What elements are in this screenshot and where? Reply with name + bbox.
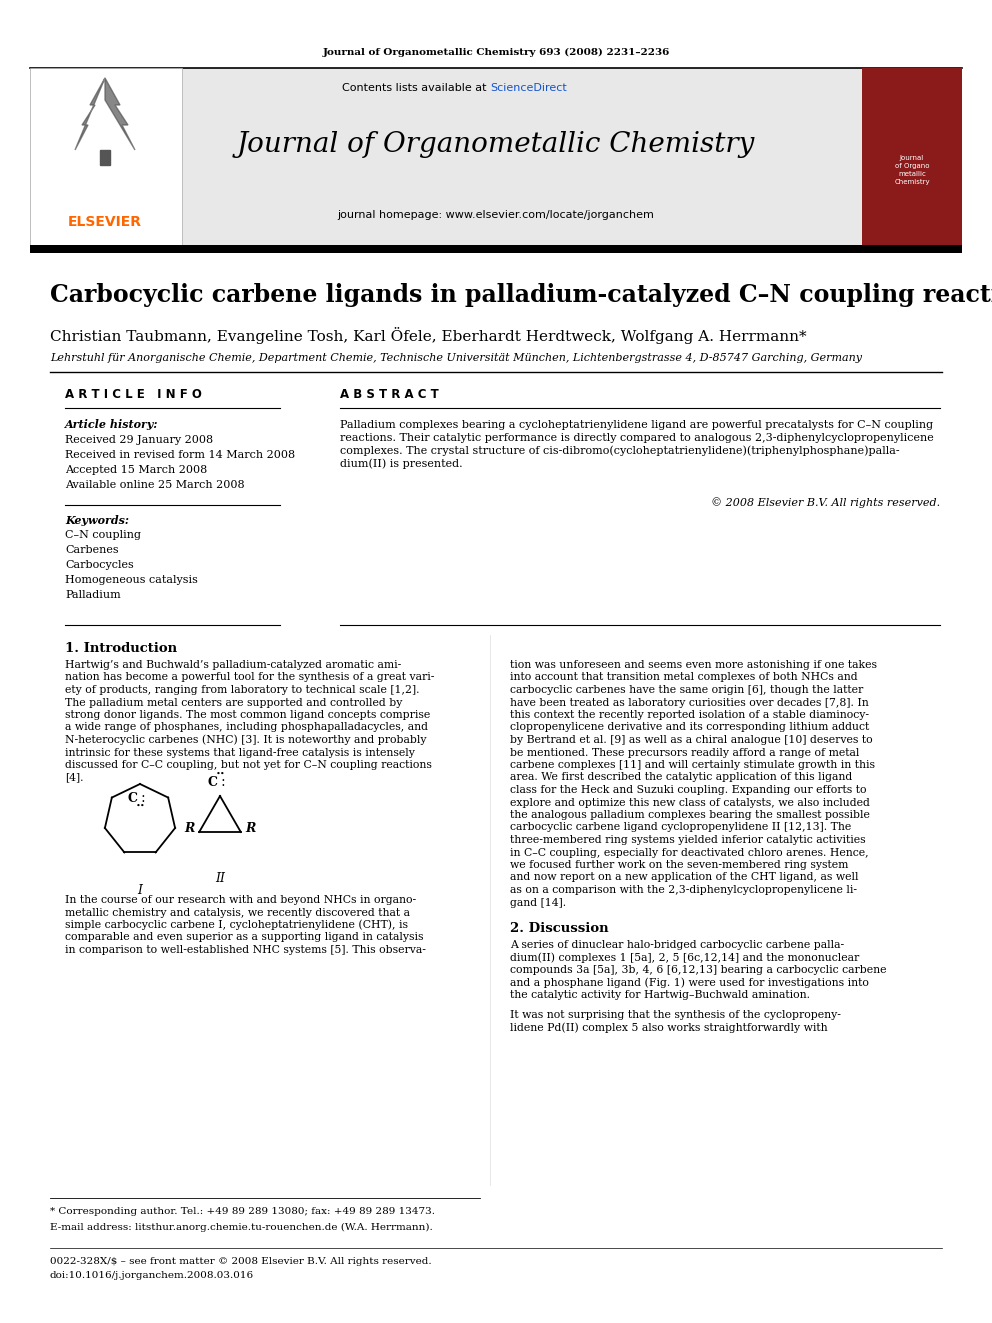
Text: lidene Pd(II) complex 5 also works straightforwardly with: lidene Pd(II) complex 5 also works strai…	[510, 1023, 827, 1033]
Text: E-mail address: litsthur.anorg.chemie.tu-rouenchen.de (W.A. Herrmann).: E-mail address: litsthur.anorg.chemie.tu…	[50, 1222, 433, 1232]
Text: carbocyclic carbene ligand cyclopropenylidene II [12,13]. The: carbocyclic carbene ligand cyclopropenyl…	[510, 823, 851, 832]
Text: we focused further work on the seven-membered ring system: we focused further work on the seven-mem…	[510, 860, 848, 871]
Text: and now report on a new application of the CHT ligand, as well: and now report on a new application of t…	[510, 872, 858, 882]
Text: have been treated as laboratory curiosities over decades [7,8]. In: have been treated as laboratory curiosit…	[510, 697, 869, 708]
Text: 0022-328X/$ – see front matter © 2008 Elsevier B.V. All rights reserved.: 0022-328X/$ – see front matter © 2008 El…	[50, 1257, 432, 1266]
Text: It was not surprising that the synthesis of the cyclopropeny-: It was not surprising that the synthesis…	[510, 1009, 841, 1020]
Bar	[30, 67, 182, 245]
Text: C–N coupling: C–N coupling	[65, 531, 141, 540]
Text: Journal of Organometallic Chemistry: Journal of Organometallic Chemistry	[237, 131, 755, 159]
Text: by Bertrand et al. [9] as well as a chiral analogue [10] deserves to: by Bertrand et al. [9] as well as a chir…	[510, 736, 873, 745]
Text: Hartwig’s and Buchwald’s palladium-catalyzed aromatic ami-: Hartwig’s and Buchwald’s palladium-catal…	[65, 660, 401, 669]
Text: A series of dinuclear halo-bridged carbocyclic carbene palla-: A series of dinuclear halo-bridged carbo…	[510, 941, 844, 950]
Text: A B S T R A C T: A B S T R A C T	[340, 389, 438, 401]
Text: © 2008 Elsevier B.V. All rights reserved.: © 2008 Elsevier B.V. All rights reserved…	[711, 497, 940, 508]
Text: doi:10.1016/j.jorganchem.2008.03.016: doi:10.1016/j.jorganchem.2008.03.016	[50, 1271, 254, 1281]
Text: Journal
of Organo
metallic
Chemistry: Journal of Organo metallic Chemistry	[894, 155, 930, 185]
Text: Homogeneous catalysis: Homogeneous catalysis	[65, 576, 197, 585]
Text: tion was unforeseen and seems even more astonishing if one takes: tion was unforeseen and seems even more …	[510, 660, 877, 669]
Text: dium(II) complexes 1 [5a], 2, 5 [6c,12,14] and the mononuclear: dium(II) complexes 1 [5a], 2, 5 [6c,12,1…	[510, 953, 859, 963]
Bar	[30, 67, 962, 245]
Text: [4].: [4].	[65, 773, 83, 782]
Text: ••: ••	[136, 802, 146, 810]
Text: compounds 3a [5a], 3b, 4, 6 [6,12,13] bearing a carbocyclic carbene: compounds 3a [5a], 3b, 4, 6 [6,12,13] be…	[510, 964, 887, 975]
Text: ety of products, ranging from laboratory to technical scale [1,2].: ety of products, ranging from laboratory…	[65, 685, 420, 695]
Text: R: R	[246, 822, 256, 835]
Text: Accepted 15 March 2008: Accepted 15 March 2008	[65, 464, 207, 475]
Text: simple carbocyclic carbene I, cycloheptatrienylidene (CHT), is: simple carbocyclic carbene I, cyclohepta…	[65, 919, 408, 930]
Text: Carbocycles: Carbocycles	[65, 560, 134, 570]
Text: R: R	[185, 822, 194, 835]
Text: Palladium: Palladium	[65, 590, 121, 601]
Text: :: :	[140, 791, 145, 804]
Text: in C–C coupling, especially for deactivated chloro arenes. Hence,: in C–C coupling, especially for deactiva…	[510, 848, 869, 857]
Text: into account that transition metal complexes of both NHCs and: into account that transition metal compl…	[510, 672, 858, 683]
Text: Received 29 January 2008: Received 29 January 2008	[65, 435, 213, 445]
Text: Received in revised form 14 March 2008: Received in revised form 14 March 2008	[65, 450, 296, 460]
Text: discussed for C–C coupling, but not yet for C–N coupling reactions: discussed for C–C coupling, but not yet …	[65, 759, 432, 770]
Text: Carbocyclic carbene ligands in palladium-catalyzed C–N coupling reactions: Carbocyclic carbene ligands in palladium…	[50, 283, 992, 307]
Text: metallic chemistry and catalysis, we recently discovered that a: metallic chemistry and catalysis, we rec…	[65, 908, 410, 917]
Text: Carbenes: Carbenes	[65, 545, 119, 556]
Text: class for the Heck and Suzuki coupling. Expanding our efforts to: class for the Heck and Suzuki coupling. …	[510, 785, 866, 795]
Text: I: I	[138, 885, 143, 897]
Text: Palladium complexes bearing a cycloheptatrienylidene ligand are powerful precata: Palladium complexes bearing a cyclohepta…	[340, 419, 933, 430]
Bar	[862, 67, 962, 245]
Text: comparable and even superior as a supporting ligand in catalysis: comparable and even superior as a suppor…	[65, 933, 424, 942]
Text: a wide range of phosphanes, including phosphapalladacycles, and: a wide range of phosphanes, including ph…	[65, 722, 428, 733]
Text: nation has become a powerful tool for the synthesis of a great vari-: nation has become a powerful tool for th…	[65, 672, 434, 683]
Text: 1. Introduction: 1. Introduction	[65, 642, 178, 655]
Text: Keywords:: Keywords:	[65, 515, 129, 525]
Text: Contents lists available at: Contents lists available at	[342, 83, 490, 93]
Text: complexes. The crystal structure of cis-dibromo(cycloheptatrienylidene)(tripheny: complexes. The crystal structure of cis-…	[340, 446, 900, 456]
Text: Available online 25 March 2008: Available online 25 March 2008	[65, 480, 245, 490]
Text: as on a comparison with the 2,3-diphenylcyclopropenylicene li-: as on a comparison with the 2,3-diphenyl…	[510, 885, 857, 894]
Text: this context the recently reported isolation of a stable diaminocy-: this context the recently reported isola…	[510, 710, 869, 720]
Text: three-membered ring systems yielded inferior catalytic activities: three-membered ring systems yielded infe…	[510, 835, 866, 845]
Text: be mentioned. These precursors readily afford a range of metal: be mentioned. These precursors readily a…	[510, 747, 859, 758]
Text: N-heterocyclic carbenes (NHC) [3]. It is noteworthy and probably: N-heterocyclic carbenes (NHC) [3]. It is…	[65, 734, 427, 745]
Text: A R T I C L E   I N F O: A R T I C L E I N F O	[65, 389, 202, 401]
Text: Article history:: Article history:	[65, 419, 159, 430]
Text: Lehrstuhl für Anorganische Chemie, Department Chemie, Technische Universität Mün: Lehrstuhl für Anorganische Chemie, Depar…	[50, 353, 862, 363]
Text: intrinsic for these systems that ligand-free catalysis is intensely: intrinsic for these systems that ligand-…	[65, 747, 415, 758]
Polygon shape	[100, 149, 110, 165]
Text: C: C	[208, 775, 218, 789]
Text: and a phosphane ligand (Fig. 1) were used for investigations into: and a phosphane ligand (Fig. 1) were use…	[510, 978, 869, 988]
Text: clopropenylicene derivative and its corresponding lithium adduct: clopropenylicene derivative and its corr…	[510, 722, 869, 733]
Text: :: :	[220, 775, 224, 789]
Text: the catalytic activity for Hartwig–Buchwald amination.: the catalytic activity for Hartwig–Buchw…	[510, 990, 810, 1000]
Text: II: II	[215, 872, 225, 885]
Text: the analogous palladium complexes bearing the smallest possible: the analogous palladium complexes bearin…	[510, 810, 870, 820]
Text: C: C	[128, 791, 138, 804]
Text: dium(II) is presented.: dium(II) is presented.	[340, 459, 462, 470]
Text: ELSEVIER: ELSEVIER	[68, 216, 142, 229]
Text: Journal of Organometallic Chemistry 693 (2008) 2231–2236: Journal of Organometallic Chemistry 693 …	[322, 48, 670, 57]
Text: carbocyclic carbenes have the same origin [6], though the latter: carbocyclic carbenes have the same origi…	[510, 685, 863, 695]
Polygon shape	[75, 78, 135, 149]
Text: carbene complexes [11] and will certainly stimulate growth in this: carbene complexes [11] and will certainl…	[510, 759, 875, 770]
Text: Christian Taubmann, Evangeline Tosh, Karl Öfele, Eberhardt Herdtweck, Wolfgang A: Christian Taubmann, Evangeline Tosh, Kar…	[50, 327, 806, 344]
Text: 2. Discussion: 2. Discussion	[510, 922, 609, 934]
Text: explore and optimize this new class of catalysts, we also included: explore and optimize this new class of c…	[510, 798, 870, 807]
Text: in comparison to well-established NHC systems [5]. This observa-: in comparison to well-established NHC sy…	[65, 945, 426, 955]
Bar	[30, 245, 962, 253]
Text: area. We first described the catalytic application of this ligand: area. We first described the catalytic a…	[510, 773, 852, 782]
Text: In the course of our research with and beyond NHCs in organo-: In the course of our research with and b…	[65, 894, 416, 905]
Text: gand [14].: gand [14].	[510, 897, 566, 908]
Text: reactions. Their catalytic performance is directly compared to analogous 2,3-dip: reactions. Their catalytic performance i…	[340, 433, 933, 443]
Text: journal homepage: www.elsevier.com/locate/jorganchem: journal homepage: www.elsevier.com/locat…	[337, 210, 655, 220]
Text: ••: ••	[216, 770, 226, 778]
Text: ScienceDirect: ScienceDirect	[490, 83, 566, 93]
Text: The palladium metal centers are supported and controlled by: The palladium metal centers are supporte…	[65, 697, 403, 708]
Text: * Corresponding author. Tel.: +49 89 289 13080; fax: +49 89 289 13473.: * Corresponding author. Tel.: +49 89 289…	[50, 1208, 435, 1217]
Text: strong donor ligands. The most common ligand concepts comprise: strong donor ligands. The most common li…	[65, 710, 431, 720]
